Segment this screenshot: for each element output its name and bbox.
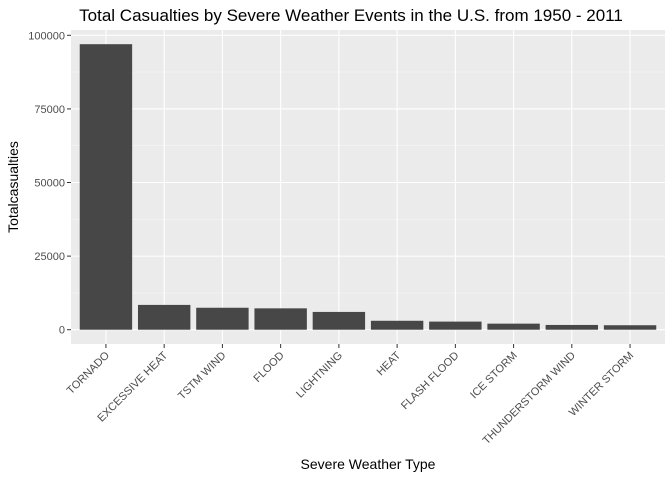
y-axis-title: Totalcasualties bbox=[5, 141, 21, 233]
bar-excessive-heat bbox=[137, 304, 191, 330]
bar-tstm-wind bbox=[196, 307, 249, 330]
bars bbox=[79, 44, 657, 330]
chart-title: Total Casualties by Severe Weather Event… bbox=[79, 6, 623, 25]
x-tick-label: LIGHTNING bbox=[294, 350, 345, 401]
x-tick-label: THUNDERSTORM WIND bbox=[481, 350, 578, 447]
grid-lines bbox=[71, 30, 665, 344]
x-tick-label: TORNADO bbox=[65, 349, 113, 397]
bar-lightning bbox=[312, 311, 366, 330]
y-tick-label: 0 bbox=[59, 325, 65, 337]
y-tick-label: 100000 bbox=[28, 30, 65, 42]
bar-flood bbox=[254, 308, 307, 330]
y-tick-label: 50000 bbox=[34, 178, 65, 190]
bar-thunderstorm-wind bbox=[545, 324, 599, 330]
y-axis: 0 25000 50000 75000 100000 bbox=[28, 30, 71, 337]
y-tick-label: 75000 bbox=[34, 104, 65, 116]
bar-ice-storm bbox=[487, 323, 540, 330]
x-axis-title: Severe Weather Type bbox=[301, 456, 436, 472]
bar-flash-flood bbox=[429, 321, 482, 330]
bar-heat bbox=[370, 320, 424, 330]
x-tick-label: TSTM WIND bbox=[176, 350, 229, 403]
x-tick-label: ICE STORM bbox=[468, 350, 520, 402]
x-tick-label: FLASH FLOOD bbox=[399, 350, 462, 413]
bar-winter-storm bbox=[603, 325, 657, 330]
x-tick-label: FLOOD bbox=[251, 350, 286, 385]
x-tick-label: WINTER STORM bbox=[567, 350, 636, 419]
y-tick-label: 25000 bbox=[34, 251, 65, 263]
x-tick-label: HEAT bbox=[375, 349, 404, 378]
bar-tornado bbox=[79, 44, 133, 330]
plot-panel bbox=[71, 30, 665, 344]
